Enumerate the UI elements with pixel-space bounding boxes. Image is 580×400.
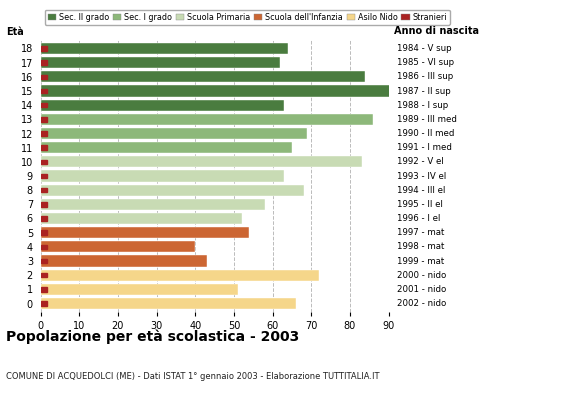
Bar [41, 43, 288, 54]
Bar [41, 114, 373, 125]
Bar [41, 160, 47, 164]
Text: 1993 - IV el: 1993 - IV el [397, 172, 447, 180]
Bar [41, 142, 292, 153]
Bar [41, 60, 47, 65]
Text: 1987 - II sup: 1987 - II sup [397, 86, 451, 96]
Bar [41, 174, 47, 178]
Text: 1998 - mat: 1998 - mat [397, 242, 445, 251]
Bar [41, 100, 284, 111]
Bar [41, 74, 47, 79]
Bar [41, 227, 249, 238]
Bar [41, 128, 307, 139]
Text: 1995 - II el: 1995 - II el [397, 200, 443, 209]
Bar [41, 244, 47, 249]
Bar [41, 156, 361, 167]
Bar [41, 89, 47, 93]
Bar [41, 71, 365, 82]
Bar [41, 188, 47, 192]
Bar [41, 199, 265, 210]
Bar [41, 202, 47, 207]
Bar [41, 46, 47, 51]
Bar [41, 284, 238, 295]
Bar [41, 86, 393, 96]
Text: 2000 - nido: 2000 - nido [397, 271, 447, 280]
Bar [41, 256, 207, 266]
Text: 1994 - III el: 1994 - III el [397, 186, 445, 195]
Bar [41, 145, 47, 150]
Bar [41, 103, 47, 108]
Bar [41, 170, 284, 182]
Bar [41, 270, 319, 281]
Text: 1984 - V sup: 1984 - V sup [397, 44, 452, 53]
Text: Età: Età [6, 27, 24, 37]
Bar [41, 57, 280, 68]
Text: 2002 - nido: 2002 - nido [397, 299, 447, 308]
Bar [41, 273, 47, 278]
Bar [41, 287, 47, 292]
Bar [41, 213, 242, 224]
Text: 1989 - III med: 1989 - III med [397, 115, 457, 124]
Text: Popolazione per età scolastica - 2003: Popolazione per età scolastica - 2003 [6, 330, 299, 344]
Text: 1991 - I med: 1991 - I med [397, 143, 452, 152]
Bar [41, 230, 47, 235]
Legend: Sec. II grado, Sec. I grado, Scuola Primaria, Scuola dell'Infanzia, Asilo Nido, : Sec. II grado, Sec. I grado, Scuola Prim… [45, 10, 450, 25]
Text: 1990 - II med: 1990 - II med [397, 129, 455, 138]
Text: 2001 - nido: 2001 - nido [397, 285, 447, 294]
Text: 1986 - III sup: 1986 - III sup [397, 72, 454, 81]
Text: COMUNE DI ACQUEDOLCI (ME) - Dati ISTAT 1° gennaio 2003 - Elaborazione TUTTITALIA: COMUNE DI ACQUEDOLCI (ME) - Dati ISTAT 1… [6, 372, 379, 381]
Text: 1985 - VI sup: 1985 - VI sup [397, 58, 454, 67]
Text: 1997 - mat: 1997 - mat [397, 228, 445, 237]
Bar [41, 117, 47, 122]
Bar [41, 301, 47, 306]
Text: 1999 - mat: 1999 - mat [397, 256, 444, 266]
Bar [41, 241, 195, 252]
Bar [41, 185, 303, 196]
Bar [41, 131, 47, 136]
Bar [41, 259, 47, 263]
Text: Anno di nascita: Anno di nascita [394, 26, 480, 36]
Bar [41, 298, 296, 309]
Bar [41, 216, 47, 221]
Text: 1996 - I el: 1996 - I el [397, 214, 441, 223]
Text: 1992 - V el: 1992 - V el [397, 157, 444, 166]
Text: 1988 - I sup: 1988 - I sup [397, 101, 448, 110]
